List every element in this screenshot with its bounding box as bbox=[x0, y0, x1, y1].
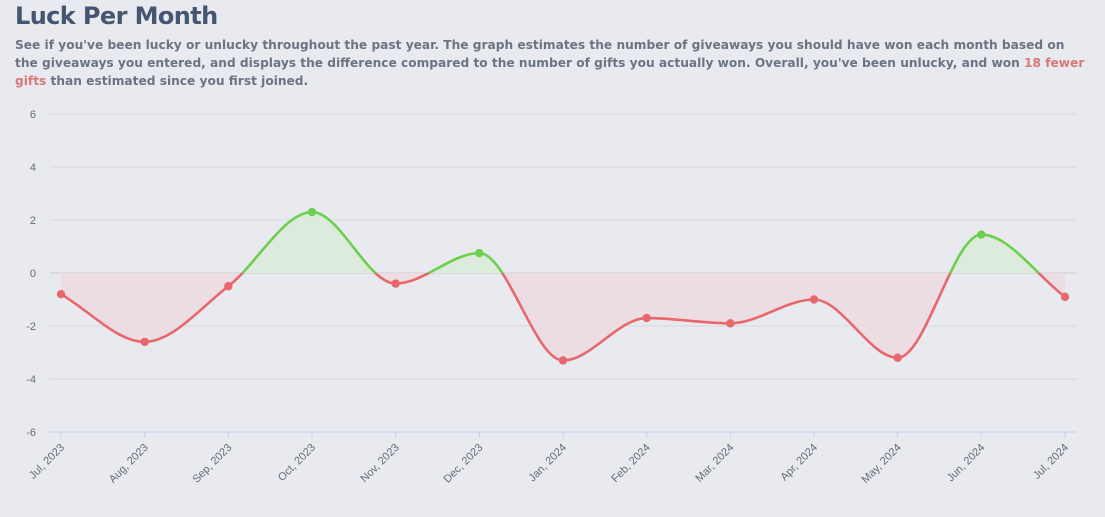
negative-area bbox=[61, 273, 1065, 361]
data-point-4[interactable] bbox=[391, 279, 400, 288]
x-tick-label: Oct, 2023 bbox=[276, 442, 318, 484]
x-axis bbox=[50, 431, 1076, 438]
data-point-10[interactable] bbox=[893, 353, 902, 362]
description-text-after: than estimated since you first joined. bbox=[46, 74, 309, 88]
luck-chart: 6 4 2 0 -2 -4 -6 Jul, 2023 Aug, 2023 Sep, 2023 Oc… bbox=[26, 109, 1076, 486]
data-point-0[interactable] bbox=[56, 290, 66, 299]
y-tick-label: -4 bbox=[26, 374, 36, 386]
y-tick-label: 6 bbox=[30, 109, 36, 121]
y-tick-label: 4 bbox=[30, 162, 36, 174]
data-point-6[interactable] bbox=[558, 356, 568, 365]
x-tick-label: Mar, 2024 bbox=[693, 442, 736, 485]
data-point-11[interactable] bbox=[977, 230, 986, 239]
y-tick-label: 2 bbox=[30, 215, 36, 227]
x-tick-label: May, 2024 bbox=[860, 442, 904, 486]
x-tick-label: Feb, 2024 bbox=[609, 442, 653, 486]
y-axis-labels: 6 4 2 0 -2 -4 -6 bbox=[26, 109, 36, 439]
page-description: See if you've been lucky or unlucky thro… bbox=[15, 36, 1090, 90]
x-tick-label: Aug, 2023 bbox=[107, 442, 151, 486]
fewer-gifts-highlight: 18 fewer gifts bbox=[15, 56, 1085, 88]
x-tick-label: Dec, 2023 bbox=[442, 442, 486, 486]
positive-area bbox=[61, 212, 1065, 273]
x-tick-label: Sep, 2023 bbox=[191, 442, 235, 486]
x-tick-label: Nov, 2023 bbox=[358, 442, 401, 485]
page-title: Luck Per Month bbox=[15, 2, 218, 30]
data-point-1[interactable] bbox=[140, 337, 149, 347]
x-tick-label: Jul, 2023 bbox=[27, 442, 67, 482]
data-point-7[interactable] bbox=[642, 313, 651, 323]
x-tick-label: Jun, 2024 bbox=[945, 442, 988, 485]
y-tick-label: 0 bbox=[30, 268, 36, 280]
description-text-before: See if you've been lucky or unlucky thro… bbox=[15, 38, 1065, 70]
data-points bbox=[56, 207, 1070, 365]
data-point-9[interactable] bbox=[809, 295, 819, 304]
data-point-8[interactable] bbox=[726, 319, 735, 328]
x-tick-label: Apr, 2024 bbox=[778, 442, 820, 484]
x-axis-labels: Jul, 2023 Aug, 2023 Sep, 2023 Oct, 2023 Nov,… bbox=[27, 442, 1071, 486]
x-tick-label: Jul, 2024 bbox=[1031, 442, 1071, 482]
y-tick-label: -6 bbox=[26, 427, 36, 439]
data-point-12[interactable] bbox=[1060, 292, 1070, 302]
luck-area bbox=[61, 212, 1065, 361]
data-point-2[interactable] bbox=[224, 282, 233, 291]
data-point-5[interactable] bbox=[475, 248, 484, 258]
x-tick-label: Jan, 2024 bbox=[526, 442, 569, 485]
y-tick-label: -2 bbox=[26, 321, 36, 333]
data-point-3[interactable] bbox=[307, 207, 317, 217]
